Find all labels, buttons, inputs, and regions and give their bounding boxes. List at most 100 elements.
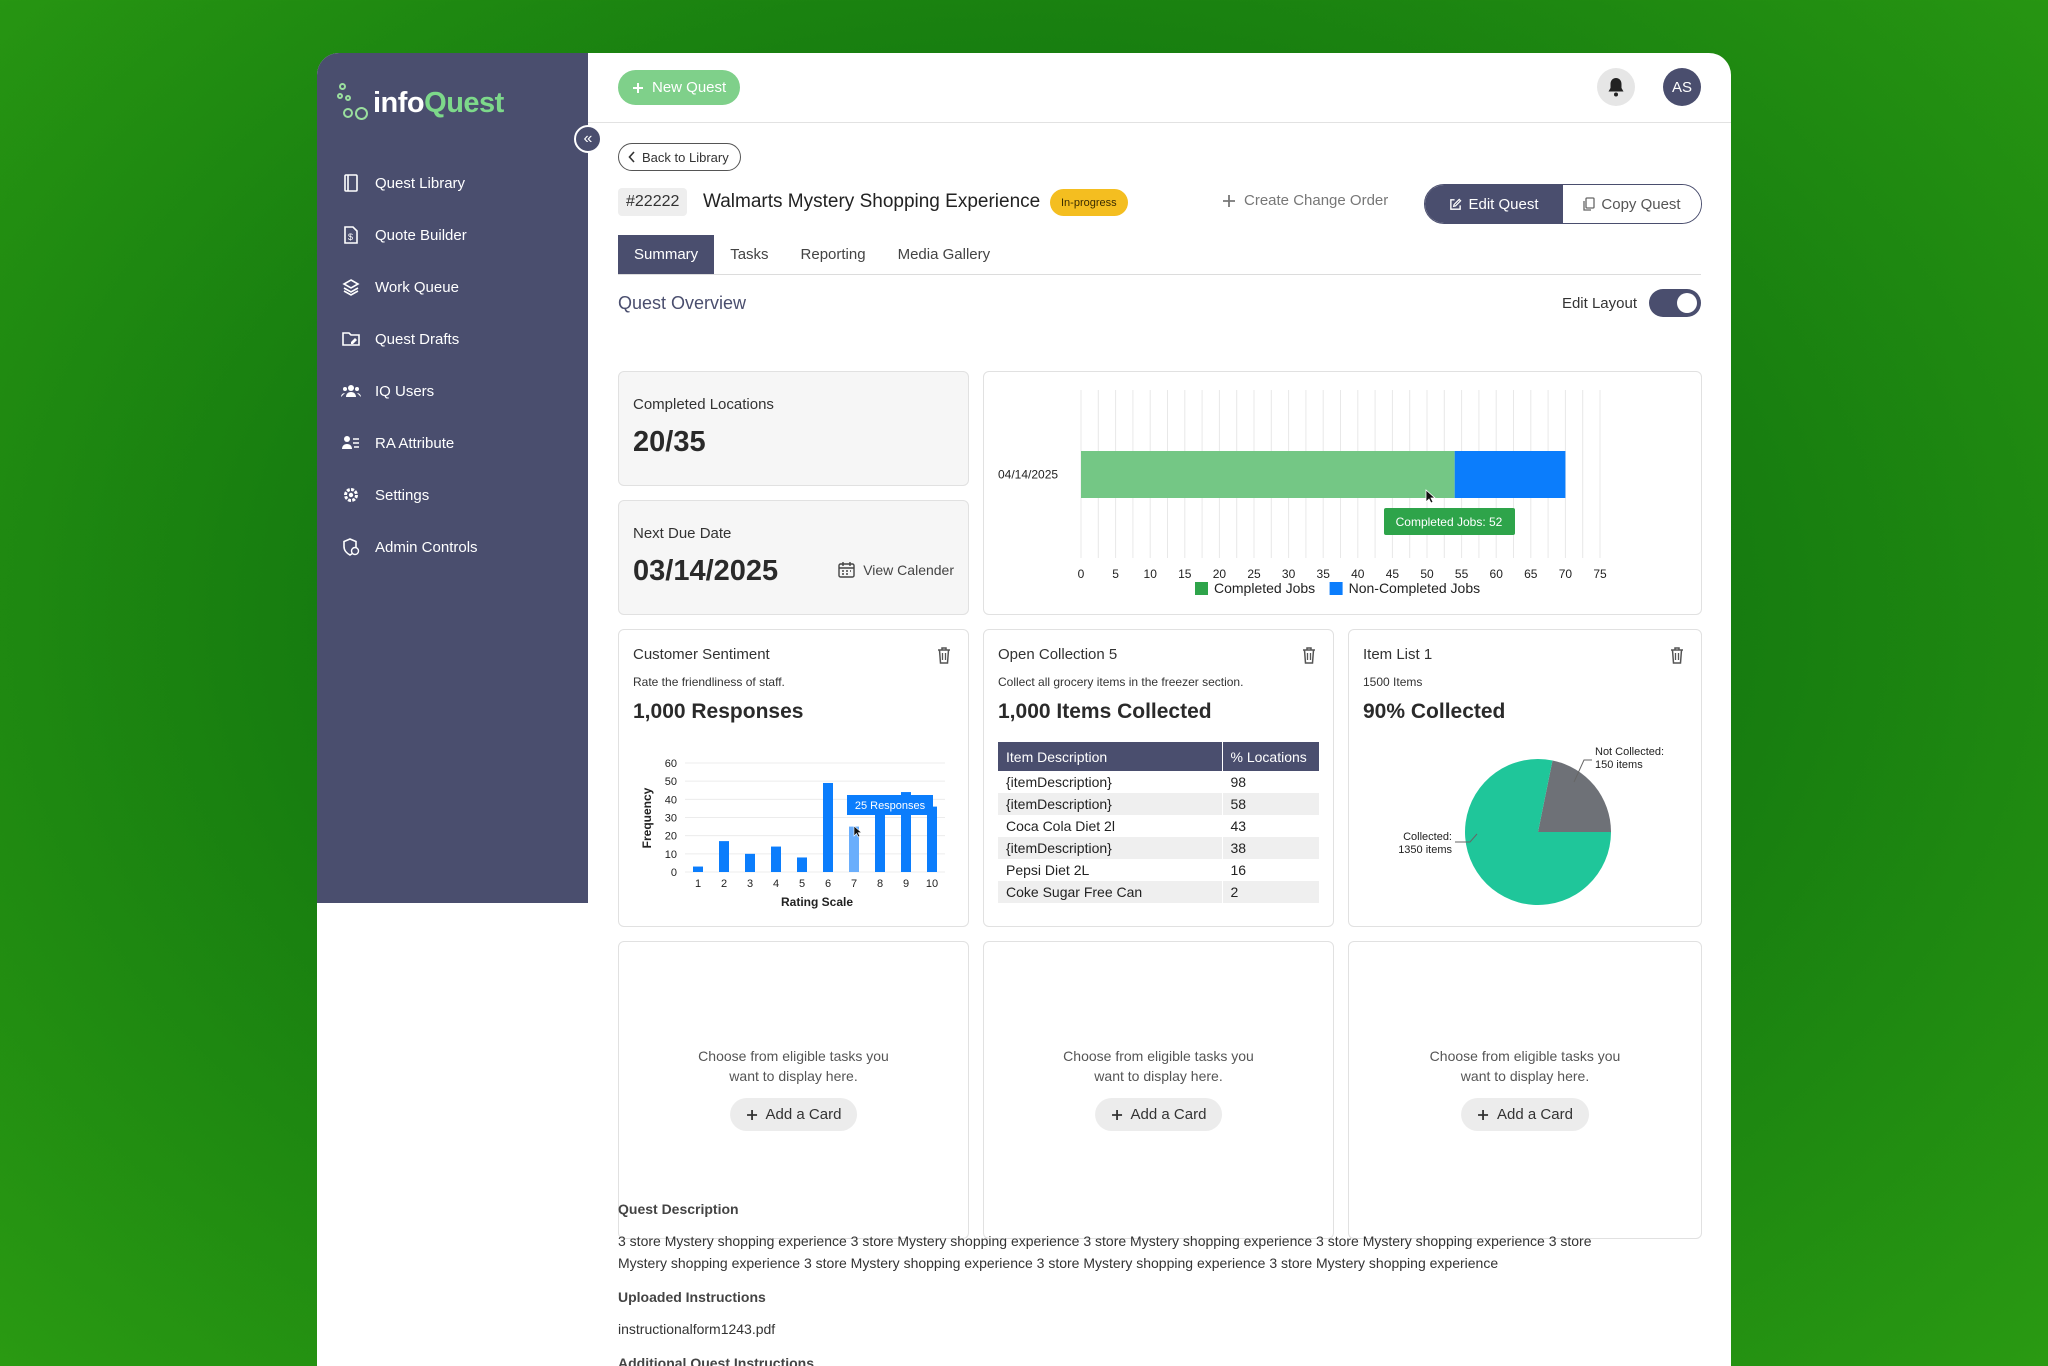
trash-icon[interactable]: [1669, 646, 1685, 664]
pie-label-collected: Collected:: [1403, 831, 1452, 843]
bar-rating-4[interactable]: [771, 846, 781, 872]
locations-percent-cell: 2: [1222, 881, 1320, 903]
logo-mark-icon: [337, 81, 379, 125]
back-to-library-button[interactable]: Back to Library: [618, 143, 741, 171]
tab-media-gallery[interactable]: Media Gallery: [897, 246, 991, 263]
legend-swatch: [1195, 582, 1208, 595]
new-quest-button[interactable]: New Quest: [618, 70, 741, 105]
item-list-subtitle: 1500 Items: [1363, 675, 1423, 689]
plus-icon: [746, 1109, 757, 1120]
sidebar-item-admin-controls[interactable]: Admin Controls: [317, 521, 588, 573]
bar-rating-6[interactable]: [823, 782, 833, 872]
quest-description-heading: Quest Description: [618, 1201, 739, 1217]
bar-rating-3[interactable]: [745, 853, 755, 872]
sidebar-item-label: Work Queue: [375, 278, 459, 296]
table-row: {itemDescription} 58: [998, 793, 1320, 815]
copy-icon: [1583, 197, 1596, 211]
item-list-title: Item List 1: [1363, 646, 1433, 663]
create-change-order-label: Create Change Order: [1244, 192, 1389, 209]
instruction-file-link[interactable]: instructionalform1243.pdf: [618, 1321, 776, 1337]
pie-label-collected-count: 1350 items: [1398, 844, 1452, 856]
legend-label: Completed Jobs: [1214, 580, 1315, 596]
bar-completed-jobs[interactable]: [1081, 451, 1455, 498]
edit-layout-label: Edit Layout: [1561, 294, 1637, 312]
open-collection-title: Open Collection 5: [998, 646, 1118, 663]
items-table: Item Description % Locations {itemDescri…: [998, 742, 1320, 903]
locations-percent-cell: 98: [1222, 771, 1320, 793]
y-tick-label: 20: [665, 831, 677, 843]
pie-slice-collected[interactable]: [1465, 759, 1611, 905]
empty-card-text: Choose from eligible tasks you want to di…: [984, 1046, 1333, 1086]
bar-rating-7[interactable]: [849, 826, 859, 872]
trash-icon[interactable]: [1301, 646, 1317, 664]
sidebar-item-ra-attribute[interactable]: RA Attribute: [317, 417, 588, 469]
tab-summary[interactable]: Summary: [618, 235, 715, 274]
bar-rating-2[interactable]: [719, 841, 729, 872]
sidebar-item-label: Quest Library: [375, 174, 466, 192]
notifications-button[interactable]: [1597, 68, 1635, 106]
bar-rating-1[interactable]: [693, 866, 703, 872]
quest-description-line1: 3 store Mystery shopping experience 3 st…: [618, 1233, 1592, 1249]
copy-quest-button[interactable]: Copy Quest: [1563, 185, 1701, 223]
cursor-icon: [853, 825, 863, 838]
locations-percent-cell: 38: [1222, 837, 1320, 859]
x-tick-label: 75: [1593, 567, 1607, 581]
bar-non-completed-jobs[interactable]: [1454, 451, 1566, 498]
x-axis-label: Rating Scale: [781, 895, 853, 909]
tab-reporting[interactable]: Reporting: [800, 246, 866, 263]
quest-description-line2: Mystery shopping experience 3 store Myst…: [618, 1255, 1499, 1271]
chevron-left-icon: [628, 151, 635, 163]
sidebar-item-work-queue[interactable]: Work Queue: [317, 261, 588, 313]
x-tick-label: 9: [903, 878, 909, 890]
bar-rating-5[interactable]: [797, 857, 807, 872]
empty-card-text: Choose from eligible tasks you want to di…: [619, 1046, 968, 1086]
create-change-order-button[interactable]: Create Change Order: [1222, 192, 1388, 209]
add-card-button[interactable]: Add a Card: [729, 1098, 858, 1131]
add-card-button[interactable]: Add a Card: [1461, 1098, 1589, 1131]
sidebar-item-quest-library[interactable]: Quest Library: [317, 157, 588, 209]
folder-edit-icon: [341, 329, 361, 349]
bar-rating-9[interactable]: [901, 792, 911, 872]
tab-tasks[interactable]: Tasks: [730, 246, 769, 263]
sidebar-item-label: Settings: [375, 486, 430, 504]
collapse-sidebar-button[interactable]: «: [574, 125, 602, 153]
view-calendar-button[interactable]: View Calender: [838, 561, 954, 578]
item-description-cell: Coke Sugar Free Can: [998, 881, 1223, 903]
x-tick-label: 20: [1213, 567, 1227, 581]
user-list-icon: [341, 433, 361, 453]
trash-icon[interactable]: [936, 646, 952, 664]
logo-text-info: info: [373, 86, 425, 119]
bar-rating-8[interactable]: [875, 801, 885, 872]
logo[interactable]: infoQuest: [337, 81, 504, 125]
quest-id: #22222: [618, 188, 688, 216]
x-tick-label: 25: [1247, 567, 1261, 581]
item-description-cell: Coca Cola Diet 2l: [998, 815, 1223, 837]
sidebar-item-iq-users[interactable]: IQ Users: [317, 365, 588, 417]
quest-overview-title: Quest Overview: [618, 293, 747, 313]
edit-layout-toggle[interactable]: [1649, 289, 1701, 317]
x-tick-label: 4: [773, 878, 779, 890]
add-card-button[interactable]: Add a Card: [1094, 1098, 1223, 1131]
plus-icon: [1223, 194, 1235, 207]
bar-rating-10[interactable]: [927, 806, 937, 872]
table-row: Coca Cola Diet 2l 43: [998, 815, 1320, 837]
column-header-locations[interactable]: % Locations: [1222, 742, 1320, 771]
y-axis-label: Frequency: [640, 787, 654, 848]
back-label: Back to Library: [642, 149, 729, 165]
empty-card-text-line2: want to display here.: [1460, 1068, 1590, 1084]
sidebar-item-label: IQ Users: [375, 382, 435, 400]
new-quest-label: New Quest: [652, 79, 727, 96]
sidebar-item-quote-builder[interactable]: $ Quote Builder: [317, 209, 588, 261]
sidebar-item-settings[interactable]: Settings: [317, 469, 588, 521]
sidebar-item-quest-drafts[interactable]: Quest Drafts: [317, 313, 588, 365]
user-avatar[interactable]: AS: [1663, 68, 1701, 106]
y-tick-label: 30: [665, 813, 677, 825]
plus-icon: [633, 82, 643, 93]
pie-slice-not-collected[interactable]: [1538, 760, 1611, 832]
customer-sentiment-title: Customer Sentiment: [633, 646, 770, 663]
y-category-label: 04/14/2025: [998, 468, 1058, 482]
column-header-item-description[interactable]: Item Description: [998, 742, 1223, 771]
x-tick-label: 30: [1282, 567, 1296, 581]
empty-card-text-line1: Choose from eligible tasks you: [1429, 1048, 1621, 1064]
edit-quest-button[interactable]: Edit Quest: [1425, 185, 1563, 223]
